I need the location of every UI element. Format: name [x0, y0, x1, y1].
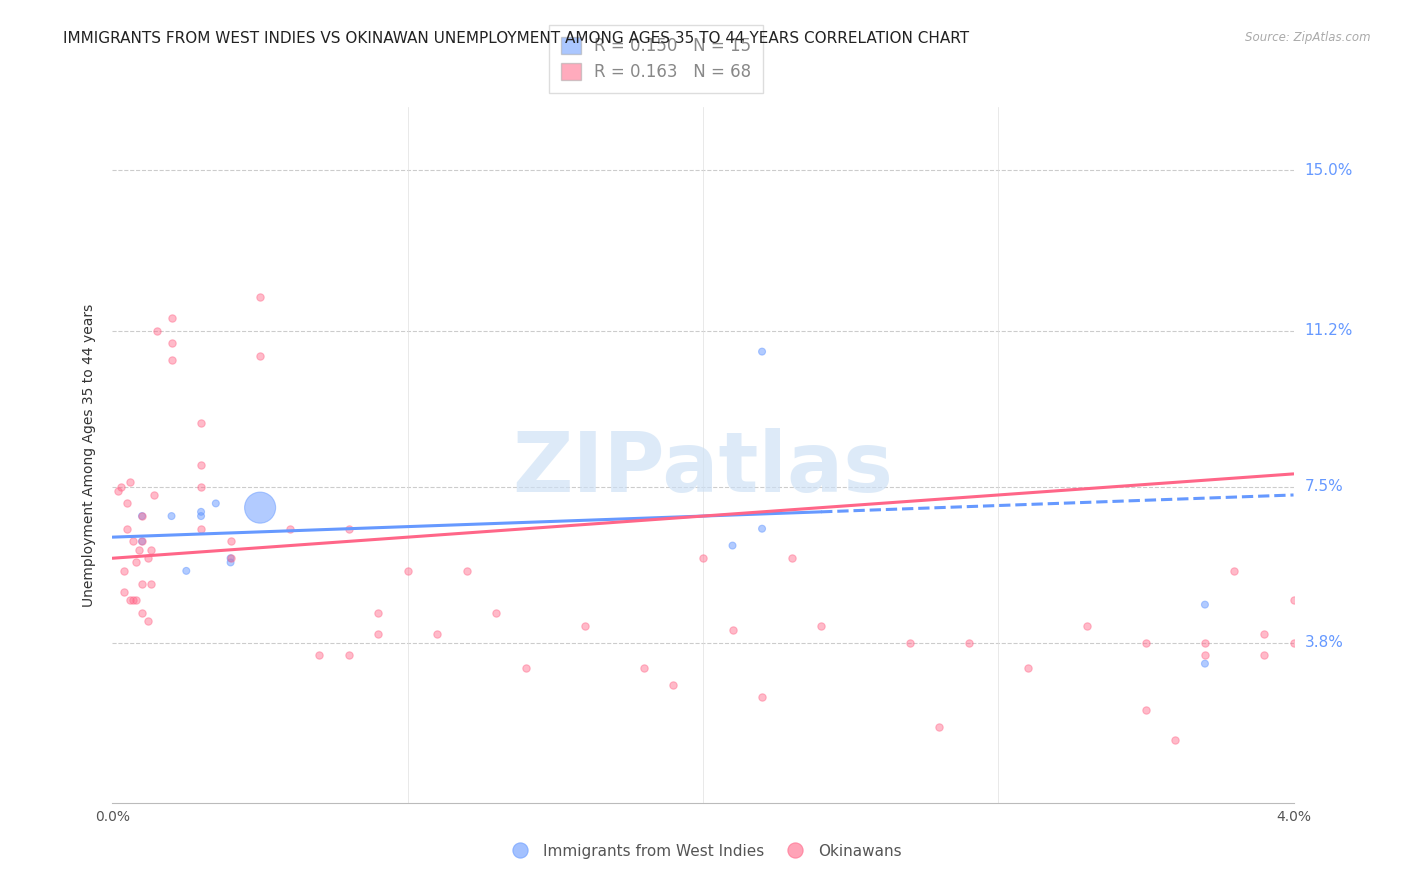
Point — [125, 556, 148, 570]
Point — [190, 505, 212, 519]
Point — [131, 534, 153, 549]
Point — [205, 496, 228, 510]
Point — [117, 522, 138, 536]
Point — [131, 509, 153, 524]
Point — [1194, 598, 1216, 612]
Text: ZIPatlas: ZIPatlas — [513, 428, 893, 509]
Point — [131, 534, 153, 549]
Point — [278, 522, 301, 536]
Point — [120, 593, 142, 607]
Point — [136, 615, 159, 629]
Point — [249, 500, 271, 515]
Point — [1194, 648, 1216, 663]
Point — [136, 551, 159, 566]
Point — [692, 551, 714, 566]
Point — [396, 564, 419, 578]
Legend: Immigrants from West Indies, Okinawans: Immigrants from West Indies, Okinawans — [499, 838, 907, 864]
Text: Source: ZipAtlas.com: Source: ZipAtlas.com — [1246, 31, 1371, 45]
Point — [1253, 648, 1275, 663]
Point — [142, 488, 165, 502]
Point — [485, 606, 508, 620]
Point — [160, 509, 183, 524]
Point — [957, 635, 980, 649]
Point — [139, 576, 162, 591]
Point — [1194, 657, 1216, 671]
Point — [219, 534, 242, 549]
Point — [117, 496, 138, 510]
Point — [721, 539, 744, 553]
Point — [1135, 635, 1157, 649]
Point — [160, 353, 183, 368]
Point — [110, 479, 132, 493]
Point — [190, 479, 212, 493]
Point — [751, 690, 773, 705]
Point — [122, 593, 145, 607]
Point — [751, 522, 773, 536]
Point — [810, 618, 832, 632]
Text: 3.8%: 3.8% — [1305, 635, 1344, 650]
Point — [308, 648, 330, 663]
Point — [128, 542, 150, 557]
Point — [190, 509, 212, 524]
Text: 11.2%: 11.2% — [1305, 323, 1353, 338]
Point — [160, 310, 183, 325]
Point — [367, 606, 389, 620]
Point — [107, 483, 129, 498]
Point — [1017, 661, 1039, 675]
Point — [174, 564, 197, 578]
Point — [662, 678, 685, 692]
Point — [515, 661, 537, 675]
Point — [780, 551, 803, 566]
Point — [337, 648, 360, 663]
Point — [1164, 732, 1187, 747]
Point — [1223, 564, 1246, 578]
Point — [249, 349, 271, 363]
Point — [112, 585, 135, 599]
Point — [160, 336, 183, 351]
Point — [1135, 703, 1157, 717]
Point — [131, 606, 153, 620]
Point — [367, 627, 389, 641]
Point — [219, 551, 242, 566]
Point — [456, 564, 478, 578]
Point — [190, 522, 212, 536]
Point — [122, 534, 145, 549]
Point — [219, 551, 242, 566]
Point — [249, 290, 271, 304]
Point — [190, 417, 212, 431]
Point — [928, 720, 950, 734]
Point — [131, 509, 153, 524]
Point — [721, 623, 744, 637]
Point — [112, 564, 135, 578]
Point — [426, 627, 449, 641]
Point — [125, 593, 148, 607]
Point — [633, 661, 655, 675]
Point — [146, 324, 169, 338]
Point — [337, 522, 360, 536]
Point — [1253, 627, 1275, 641]
Point — [190, 458, 212, 473]
Point — [1076, 618, 1098, 632]
Y-axis label: Unemployment Among Ages 35 to 44 years: Unemployment Among Ages 35 to 44 years — [82, 303, 96, 607]
Point — [1282, 593, 1305, 607]
Text: IMMIGRANTS FROM WEST INDIES VS OKINAWAN UNEMPLOYMENT AMONG AGES 35 TO 44 YEARS C: IMMIGRANTS FROM WEST INDIES VS OKINAWAN … — [63, 31, 969, 46]
Point — [120, 475, 142, 490]
Text: 7.5%: 7.5% — [1305, 479, 1343, 494]
Point — [898, 635, 921, 649]
Point — [139, 542, 162, 557]
Point — [1282, 635, 1305, 649]
Point — [1194, 635, 1216, 649]
Point — [574, 618, 596, 632]
Point — [751, 344, 773, 359]
Text: 15.0%: 15.0% — [1305, 163, 1353, 178]
Point — [131, 576, 153, 591]
Point — [219, 556, 242, 570]
